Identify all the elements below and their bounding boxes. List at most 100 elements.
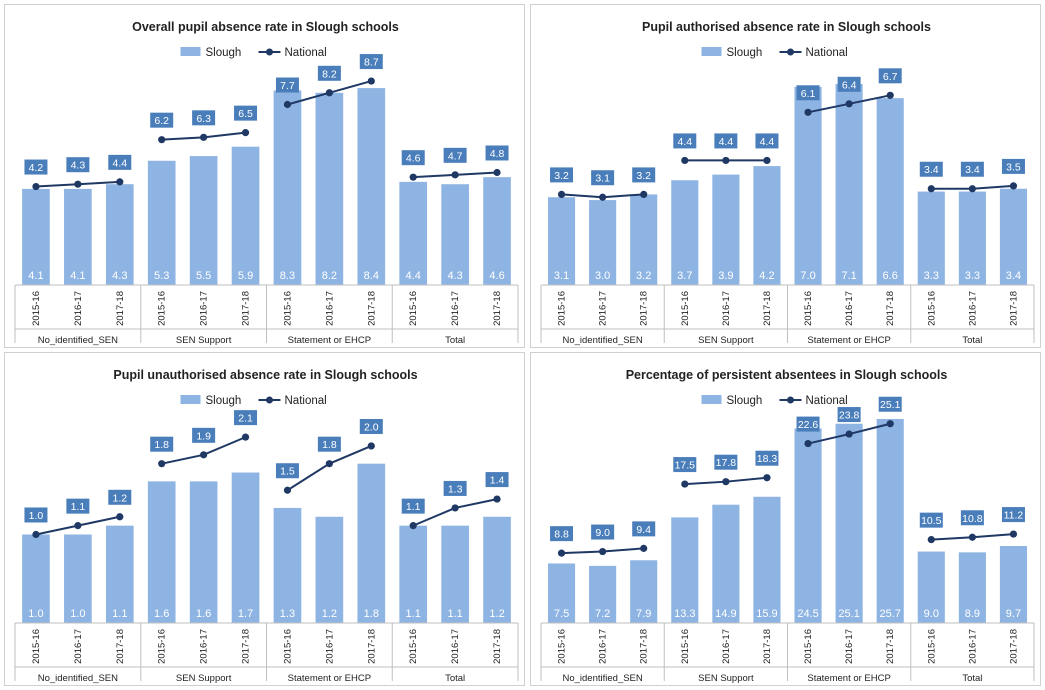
national-value-label: 1.5 xyxy=(280,466,295,478)
national-point xyxy=(325,89,333,97)
legend-marker-national xyxy=(266,396,273,404)
national-point xyxy=(283,486,292,494)
national-label-box xyxy=(591,170,615,186)
national-value-label: 25.1 xyxy=(880,399,901,411)
national-label-box xyxy=(359,418,383,434)
chart-persistent-absentees: Percentage of persistent absentees in Sl… xyxy=(540,368,1035,684)
legend-swatch-slough xyxy=(180,395,201,404)
bars-slough: 1.0 1.0 1.1 1.6 1.6 1.7 1.3 1.2 1.8 1.1 1.1 1.2 xyxy=(22,463,511,623)
bar-value-label: 25.1 xyxy=(838,608,859,620)
bar-slough xyxy=(876,98,904,286)
national-point xyxy=(409,522,417,530)
bar-slough xyxy=(794,428,822,623)
bar-slough xyxy=(22,188,50,285)
bar-slough xyxy=(630,560,658,623)
x-tick-label: 2016-17 xyxy=(598,629,609,664)
bar-slough xyxy=(999,545,1028,623)
national-point xyxy=(557,190,566,199)
national-point xyxy=(886,91,894,99)
x-tick-label: 2017-18 xyxy=(762,291,773,326)
bar-value-label: 8.4 xyxy=(364,270,379,282)
bar-value-label: 1.2 xyxy=(489,608,504,620)
group-label: Total xyxy=(445,673,465,684)
national-point xyxy=(367,77,375,85)
national-point xyxy=(557,549,566,557)
national-label-box xyxy=(919,512,943,528)
bar-slough xyxy=(835,83,863,285)
x-tick-label: 2015-16 xyxy=(408,629,419,664)
bar-slough xyxy=(273,90,302,285)
national-label-box xyxy=(837,407,861,423)
x-tick-label: 2017-18 xyxy=(1008,291,1019,326)
x-tick-label: 2016-17 xyxy=(967,291,978,326)
national-value-label: 3.5 xyxy=(1006,161,1021,173)
national-value-label: 10.8 xyxy=(962,513,983,525)
bar-value-label: 3.1 xyxy=(554,270,569,282)
national-value-label: 6.3 xyxy=(196,113,211,125)
national-point xyxy=(804,108,812,116)
national-point xyxy=(968,533,976,541)
bar-value-label: 5.3 xyxy=(154,270,169,282)
x-tick-label: 2016-17 xyxy=(199,629,210,664)
bar-slough xyxy=(399,181,428,285)
national-value-label: 6.1 xyxy=(801,88,816,100)
bar-value-label: 14.9 xyxy=(715,608,736,620)
national-label-box xyxy=(24,159,48,175)
legend-label-slough: Slough xyxy=(206,47,242,59)
x-axis: 2015-16 2016-17 2017-18 2015-16 2016-17 2017-… xyxy=(14,623,519,684)
bar-value-label: 1.6 xyxy=(196,608,211,620)
bar-value-label: 7.1 xyxy=(841,270,856,282)
bar-value-label: 8.9 xyxy=(965,608,980,620)
national-point xyxy=(158,136,166,144)
legend-label-slough: Slough xyxy=(206,395,242,407)
bar-slough xyxy=(105,525,134,623)
bar-slough xyxy=(231,146,260,285)
national-label-box xyxy=(837,76,861,92)
national-point xyxy=(74,180,82,188)
chart-title: Overall pupil absence rate in Slough sch… xyxy=(132,20,399,34)
x-tick-label: 2017-18 xyxy=(366,291,377,326)
bar-slough xyxy=(753,496,781,623)
x-tick-label: 2015-16 xyxy=(557,629,568,664)
national-label-box xyxy=(714,454,738,470)
x-tick-label: 2017-18 xyxy=(639,629,650,664)
x-tick-label: 2016-17 xyxy=(324,629,335,664)
bar-value-label: 1.1 xyxy=(447,608,462,620)
national-value-label: 4.4 xyxy=(112,157,127,169)
x-tick-label: 2015-16 xyxy=(926,291,937,326)
bar-slough xyxy=(547,197,576,285)
national-label-box xyxy=(443,147,467,163)
bars-slough: 3.1 3.0 3.2 3.7 3.9 4.2 7.0 7.1 6.6 3.3 3.3 3.4 xyxy=(547,83,1028,286)
x-tick-label: 2016-17 xyxy=(598,291,609,326)
bar-slough xyxy=(917,551,945,623)
national-point xyxy=(451,504,459,512)
bar-slough xyxy=(441,184,469,285)
bar-value-label: 4.6 xyxy=(489,270,504,282)
national-value-label: 3.1 xyxy=(595,173,610,185)
group-label: Statement or EHCP xyxy=(288,673,371,684)
bar-value-label: 8.2 xyxy=(322,270,337,282)
national-value-label: 1.1 xyxy=(406,501,421,513)
national-value-label: 2.0 xyxy=(364,421,379,433)
group-label: SEN Support xyxy=(176,673,232,684)
bars-slough: 4.1 4.1 4.3 5.3 5.5 5.9 8.3 8.2 8.4 4.4 4.3 4.6 xyxy=(22,88,511,285)
national-value-label: 10.5 xyxy=(921,515,942,527)
line-national: 4.2 4.3 4.4 6.2 6.3 6.5 7.7 8.2 8.7 4.6 4.7 4.8 xyxy=(24,54,509,191)
bar-value-label: 24.5 xyxy=(797,608,818,620)
legend-label-slough: Slough xyxy=(727,395,763,407)
national-point xyxy=(599,547,607,556)
national-value-label: 3.4 xyxy=(924,164,939,176)
national-value-label: 23.8 xyxy=(839,410,860,422)
x-tick-label: 2015-16 xyxy=(803,629,814,664)
national-value-label: 6.4 xyxy=(842,79,857,91)
national-value-label: 4.4 xyxy=(760,136,775,148)
national-label-box xyxy=(234,105,258,121)
bar-slough xyxy=(483,516,511,623)
chart-title: Pupil authorised absence rate in Slough … xyxy=(642,20,931,34)
x-tick-label: 2016-17 xyxy=(450,629,461,664)
national-value-label: 9.4 xyxy=(636,524,651,536)
national-label-box xyxy=(755,133,779,149)
group-label: SEN Support xyxy=(698,673,754,684)
national-value-label: 1.1 xyxy=(71,501,86,513)
group-label: No_identified_SEN xyxy=(562,335,642,346)
